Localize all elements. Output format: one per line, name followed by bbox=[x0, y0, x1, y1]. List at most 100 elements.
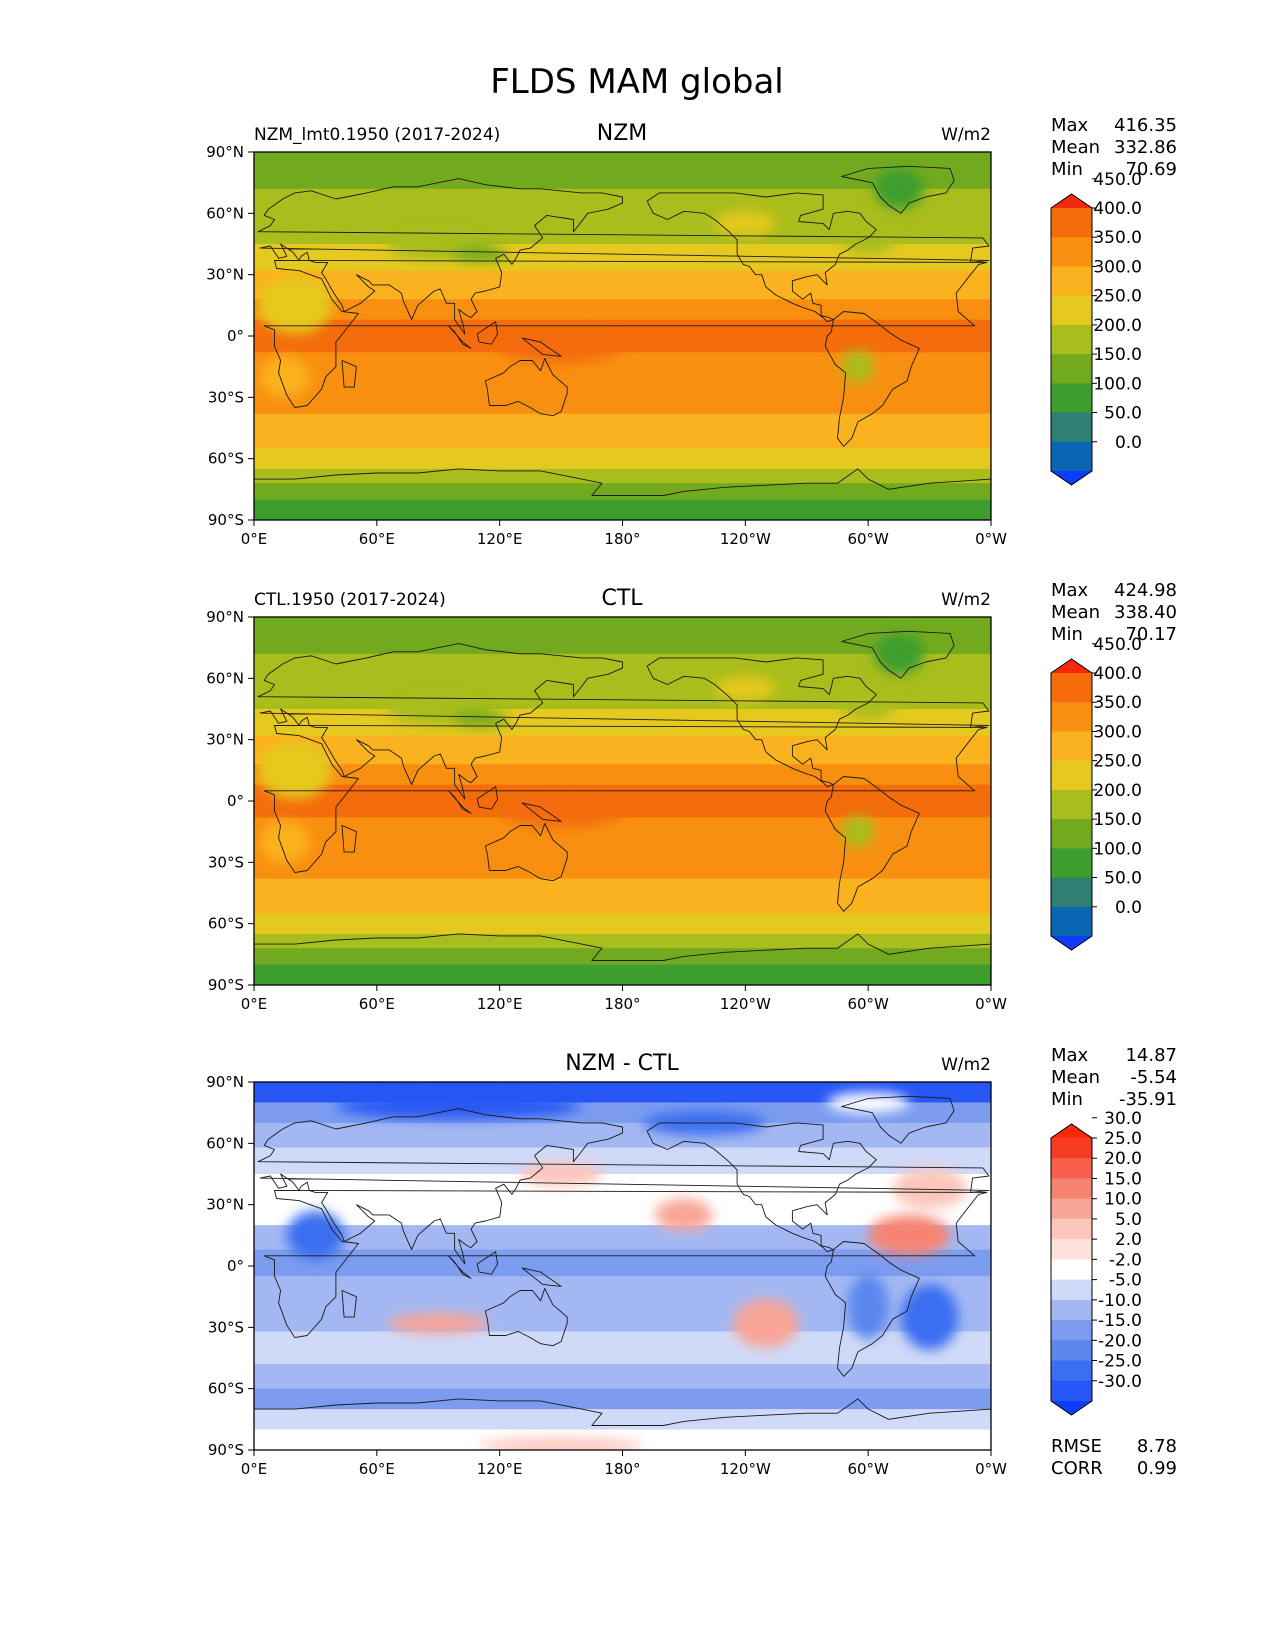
y-tick-label: 60°S bbox=[208, 450, 244, 468]
y-tick-label: 90°N bbox=[206, 608, 244, 626]
colorbar-segment bbox=[1051, 1360, 1092, 1382]
colorbar-segment bbox=[1051, 1178, 1092, 1200]
colorbar-segment bbox=[1051, 412, 1092, 443]
stat-value: 70.17 bbox=[1125, 624, 1177, 645]
y-tick-label: 30°N bbox=[206, 1196, 244, 1214]
field-feature bbox=[868, 1214, 951, 1256]
colorbar-extend-max bbox=[1051, 1124, 1092, 1138]
colorbar-segment bbox=[1051, 819, 1092, 849]
y-tick-label: 30°S bbox=[208, 853, 244, 871]
field bbox=[254, 617, 991, 985]
stat-value: 338.40 bbox=[1114, 602, 1177, 623]
colorbar-tick-label: -25.0 bbox=[1098, 1352, 1142, 1372]
field-feature bbox=[900, 1284, 959, 1350]
field-band bbox=[254, 270, 991, 301]
panel-title: NZM - CTL bbox=[565, 1051, 679, 1076]
colorbar: 0.0 50.0 100.0 150.0 200.0 250.0 300.0 350.0 400… bbox=[1050, 635, 1142, 951]
field-feature bbox=[892, 1167, 967, 1209]
colorbar-tick-label: -5.0 bbox=[1109, 1271, 1142, 1291]
map-area: 0°E 60°E 120°E 180° 120°W 60°W 0°W 90°N 60°N 30°N… bbox=[206, 143, 1007, 548]
field-band bbox=[254, 468, 991, 485]
stat-value: 332.86 bbox=[1114, 137, 1177, 158]
field-band bbox=[254, 964, 991, 985]
colorbar-extend-min bbox=[1051, 936, 1092, 950]
field-feature bbox=[479, 1437, 643, 1450]
x-tick-label: 180° bbox=[604, 530, 640, 548]
colorbar-tick-label: 400.0 bbox=[1093, 199, 1142, 219]
map-area: 0°E 60°E 120°E 180° 120°W 60°W 0°W 90°N 60°N 30°N… bbox=[206, 608, 1007, 1013]
coastline bbox=[841, 165, 955, 214]
colorbar-segment bbox=[1051, 877, 1092, 908]
coastline-antarctica bbox=[254, 1398, 991, 1426]
colorbar-tick-label: 2.0 bbox=[1115, 1230, 1142, 1250]
stat-value: 424.98 bbox=[1114, 580, 1177, 601]
stat-label: Max bbox=[1051, 1045, 1089, 1066]
coastline-antarctica bbox=[254, 933, 991, 961]
field-feature bbox=[714, 211, 777, 236]
y-tick-label: 60°S bbox=[208, 1380, 244, 1398]
colorbar-tick-label: 250.0 bbox=[1093, 287, 1142, 307]
field-band bbox=[254, 878, 991, 915]
colorbar-tick-label: 20.0 bbox=[1104, 1149, 1142, 1169]
colorbar-tick-label: 0.0 bbox=[1115, 433, 1142, 453]
field-band bbox=[254, 319, 991, 354]
coastlines bbox=[254, 630, 991, 961]
colorbar-segment bbox=[1051, 1320, 1092, 1341]
y-tick-label: 30°N bbox=[206, 731, 244, 749]
panels: NZM_lmt0.1950 (2017-2024) NZM W/m2 0°E 60°E 1… bbox=[206, 115, 1177, 1479]
field-feature bbox=[874, 168, 924, 210]
coastline bbox=[484, 823, 568, 882]
coastline bbox=[484, 1288, 568, 1347]
field-band bbox=[254, 1204, 991, 1227]
y-tick-label: 60°N bbox=[206, 204, 244, 222]
x-tick-label: 0°E bbox=[241, 1460, 268, 1478]
y-tick-label: 90°S bbox=[208, 976, 244, 994]
field-feature bbox=[874, 633, 924, 675]
coastline-antarctica bbox=[254, 468, 991, 496]
y-tick-label: 60°N bbox=[206, 669, 244, 687]
field-band bbox=[254, 413, 991, 450]
x-tick-label: 180° bbox=[604, 995, 640, 1013]
colorbar-tick-label: 0.0 bbox=[1115, 898, 1142, 918]
colorbar-segment bbox=[1051, 266, 1092, 297]
field-band bbox=[254, 617, 991, 655]
field-feature bbox=[260, 821, 310, 863]
coastline bbox=[263, 259, 988, 409]
field-feature bbox=[837, 213, 899, 255]
coastline bbox=[646, 192, 877, 323]
y-tick-label: 0° bbox=[227, 792, 244, 810]
coastline bbox=[257, 178, 990, 335]
colorbar-segment bbox=[1051, 383, 1092, 414]
x-tick-label: 180° bbox=[604, 1460, 640, 1478]
coastline bbox=[476, 321, 499, 345]
field-feature bbox=[286, 1210, 345, 1260]
coastline bbox=[257, 1108, 990, 1265]
x-tick-label: 0°E bbox=[241, 995, 268, 1013]
y-tick-label: 90°S bbox=[208, 1441, 244, 1459]
field-features bbox=[258, 633, 924, 863]
colorbar-tick-label: 30.0 bbox=[1104, 1109, 1142, 1129]
x-tick-label: 0°W bbox=[975, 530, 1007, 548]
field-band bbox=[254, 735, 991, 766]
panel-left-title: NZM_lmt0.1950 (2017-2024) bbox=[254, 125, 500, 145]
coastline bbox=[521, 1267, 562, 1287]
map-panel-nzm: NZM_lmt0.1950 (2017-2024) NZM W/m2 0°E 60°E 1… bbox=[206, 115, 1177, 548]
field-band bbox=[254, 1249, 991, 1278]
field-feature bbox=[841, 350, 875, 384]
field-feature bbox=[450, 711, 508, 728]
field-band bbox=[254, 1174, 991, 1206]
x-tick-label: 0°E bbox=[241, 530, 268, 548]
x-tick-label: 120°E bbox=[477, 1460, 523, 1478]
panel-left-title: CTL.1950 (2017-2024) bbox=[254, 590, 446, 610]
colorbar-outline bbox=[1050, 193, 1093, 486]
y-tick-label: 30°S bbox=[208, 1318, 244, 1336]
x-tick-label: 0°W bbox=[975, 1460, 1007, 1478]
colorbar-tick-label: 300.0 bbox=[1093, 257, 1142, 277]
y-tick-label: 60°S bbox=[208, 915, 244, 933]
stat-value: -5.54 bbox=[1130, 1067, 1177, 1088]
colorbar-segment bbox=[1051, 1158, 1092, 1180]
y-tick-label: 30°N bbox=[206, 266, 244, 284]
colorbar-segment bbox=[1051, 1239, 1092, 1260]
x-tick-label: 60°E bbox=[359, 995, 395, 1013]
coastline bbox=[448, 325, 472, 349]
